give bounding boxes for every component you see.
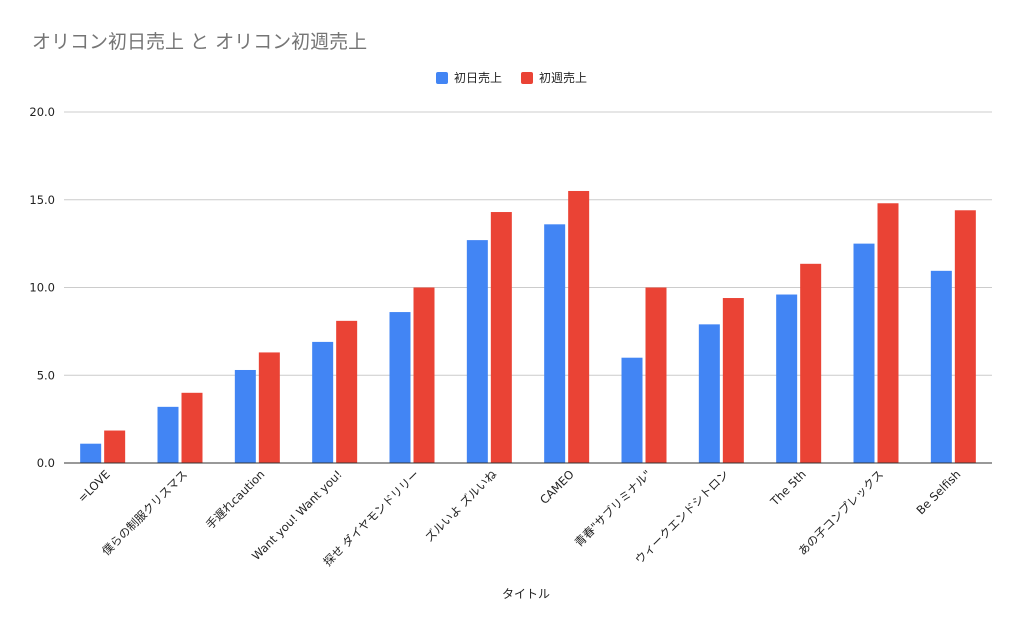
bar-first-day [80, 443, 102, 463]
bar-first-day [698, 324, 720, 463]
x-tick-label: =LOVE [75, 467, 113, 505]
bar-first-day [157, 406, 179, 463]
x-tick-label: The 5th [767, 467, 809, 509]
bars [80, 190, 976, 463]
y-tick-label: 10.0 [29, 281, 55, 295]
x-tick-label: ズルいよ ズルいね [422, 467, 500, 545]
y-tick-label: 5.0 [37, 368, 55, 382]
bar-first-day [776, 294, 798, 463]
x-axis-title: タイトル [502, 587, 550, 601]
y-tick-label: 20.0 [29, 105, 55, 119]
bar-first-week [645, 287, 667, 463]
bar-first-day [853, 243, 875, 463]
bar-first-day [312, 341, 334, 463]
bar-first-day [389, 312, 411, 463]
y-tick-label: 15.0 [29, 193, 55, 207]
bar-first-week [877, 203, 899, 463]
x-tick-label: Be Selfish [913, 467, 963, 517]
legend: 初日売上 初週売上 [436, 70, 587, 85]
bar-first-day [544, 224, 566, 463]
bar-first-week [413, 287, 435, 463]
bar-first-week [800, 263, 822, 463]
x-tick-label: 青春"サブリミナル" [572, 467, 654, 549]
legend-label: 初日売上 [454, 70, 502, 85]
chart-title: オリコン初日売上 と オリコン初週売上 [32, 31, 367, 53]
y-axis-ticks: 0.0 5.0 10.0 15.0 20.0 [29, 105, 55, 470]
x-tick-label: 手遅れcaution [203, 467, 267, 531]
bar-first-day [234, 369, 256, 463]
legend-swatch [521, 72, 533, 84]
bar-first-week [722, 298, 744, 463]
gridlines [64, 111, 992, 376]
bar-first-day [930, 270, 952, 463]
bar-first-week [336, 320, 358, 463]
bar-first-week [181, 392, 203, 463]
bar-first-week [104, 430, 126, 463]
legend-label: 初週売上 [539, 70, 587, 85]
bar-first-week [258, 352, 280, 463]
bar-first-week [954, 210, 976, 463]
x-tick-label: あの子コンプレックス [795, 467, 886, 558]
bar-first-day [466, 240, 488, 463]
bar-first-day [621, 357, 643, 463]
bar-first-week [490, 212, 512, 463]
legend-swatch [436, 72, 448, 84]
bar-first-week [568, 190, 590, 463]
y-tick-label: 0.0 [37, 456, 55, 470]
x-tick-label: 僕らの制服クリスマス [99, 467, 190, 558]
x-tick-label: CAMEO [537, 467, 577, 507]
